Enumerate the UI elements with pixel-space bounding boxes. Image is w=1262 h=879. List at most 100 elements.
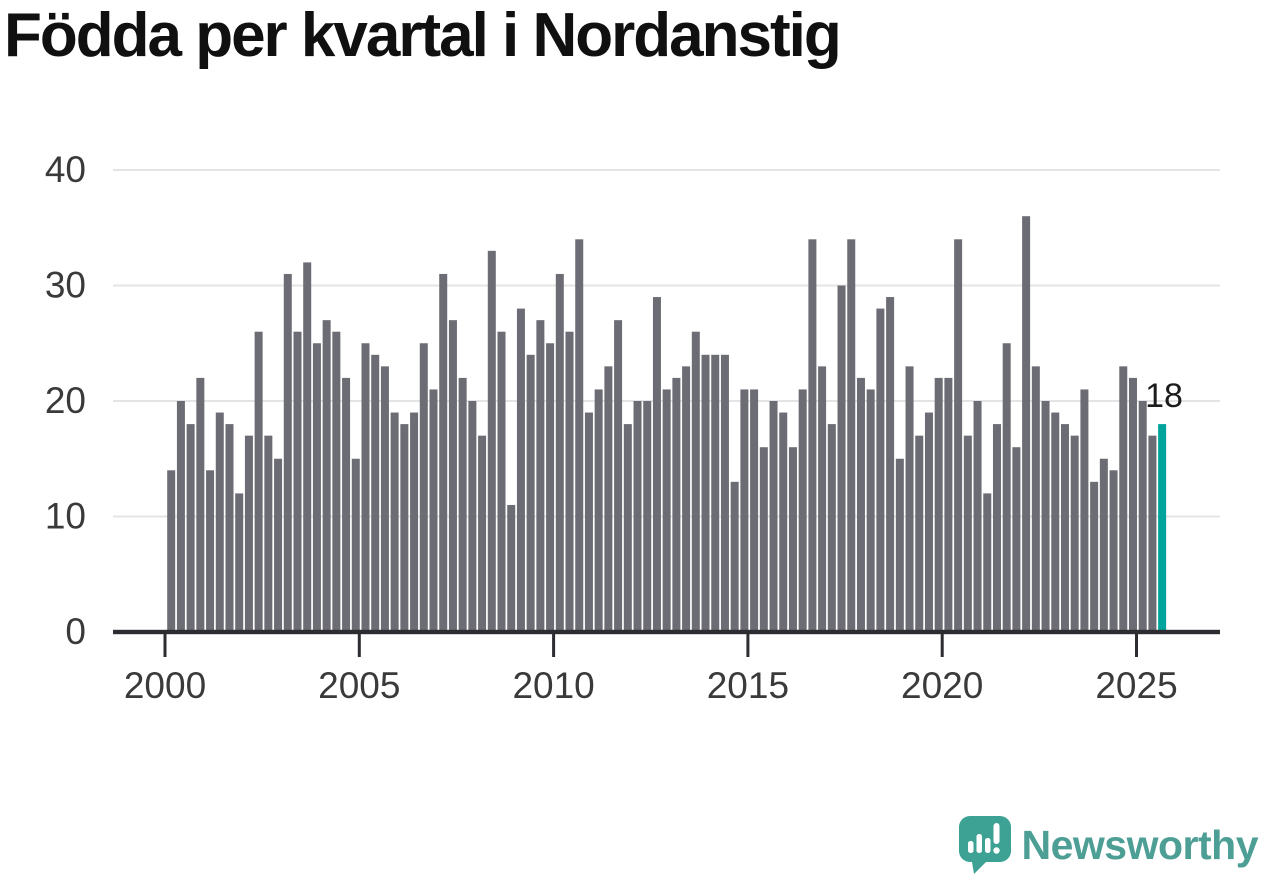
x-axis-label-2025: 2025 (1095, 665, 1177, 706)
bar-2021-q1 (983, 493, 992, 632)
bar-2011-q3 (614, 320, 623, 632)
bar-2003-q1 (283, 273, 292, 632)
bar-2005-q4 (390, 412, 399, 632)
bar-2010-q2 (565, 331, 574, 632)
bar-2017-q3 (847, 239, 856, 633)
brand-name: Newsworthy (1021, 821, 1259, 868)
logo-exclamation-dot (992, 847, 1000, 854)
bar-2014-q2 (720, 354, 729, 632)
logo-bar-2 (976, 834, 982, 853)
bar-2025-q2 (1148, 435, 1157, 632)
bar-2012-q2 (643, 401, 652, 632)
bar-2002-q4 (274, 458, 283, 632)
bar-2009-q2 (526, 354, 535, 632)
bar-2000-q1 (167, 470, 176, 632)
x-axis-label-2005: 2005 (318, 665, 400, 706)
bar-2008-q3 (497, 331, 506, 632)
page-title: Födda per kvartal i Nordanstig (4, 1, 842, 70)
bar-2005-q1 (361, 343, 370, 632)
bar-2015-q4 (779, 412, 788, 632)
last-value-annotation: 18 (1145, 377, 1183, 415)
bar-2004-q1 (322, 320, 331, 632)
bar-2004-q4 (351, 458, 360, 632)
bar-2020-q3 (963, 435, 972, 632)
x-axis-label-2000: 2000 (124, 665, 206, 706)
bar-2006-q4 (429, 389, 438, 632)
bar-2020-q4 (973, 401, 982, 632)
y-axis-label-30: 30 (45, 265, 86, 306)
bar-2016-q1 (788, 447, 797, 632)
bar-2024-q1 (1099, 458, 1108, 632)
bar-2012-q1 (633, 401, 642, 632)
bar-2013-q3 (691, 331, 700, 632)
bar-2003-q3 (303, 262, 312, 632)
bar-2008-q1 (478, 435, 487, 632)
brand-footer: Newsworthy (958, 815, 1259, 875)
bar-2009-q3 (536, 320, 545, 632)
bar-2006-q3 (419, 343, 428, 632)
bar-2002-q1 (244, 435, 253, 632)
bar-2010-q3 (575, 239, 584, 633)
bar-2019-q4 (934, 377, 943, 632)
bar-2018-q4 (895, 458, 904, 632)
bar-2001-q1 (206, 470, 215, 632)
bar-2016-q2 (798, 389, 807, 632)
y-axis-label-0: 0 (65, 611, 86, 652)
bar-2025-q1 (1138, 401, 1147, 632)
bar-2013-q1 (672, 377, 681, 632)
bar-2017-q2 (837, 285, 846, 632)
bar-2024-q3 (1119, 366, 1128, 632)
logo-exclamation-bar (993, 823, 999, 844)
bar-2007-q3 (458, 377, 467, 632)
bar-2004-q3 (342, 377, 351, 632)
bar-2009-q1 (516, 308, 525, 632)
bar-2017-q4 (856, 377, 865, 632)
bar-2007-q1 (439, 273, 448, 632)
bar-2011-q1 (594, 389, 603, 632)
bar-2012-q4 (662, 389, 671, 632)
bar-2023-q1 (1060, 424, 1069, 632)
bar-2022-q3 (1041, 401, 1050, 632)
bar-2001-q4 (235, 493, 244, 632)
bar-2019-q3 (924, 412, 933, 632)
bar-2001-q2 (215, 412, 224, 632)
bar-2009-q4 (546, 343, 555, 632)
bar-2025-q3 (1158, 424, 1167, 632)
y-axis-label-20: 20 (45, 380, 86, 421)
bar-2021-q4 (1012, 447, 1021, 632)
bar-2004-q2 (332, 331, 341, 632)
bar-2015-q2 (759, 447, 768, 632)
bar-chart: 0 10 20 30 40 2000 2005 2010 2015 2020 2025 (45, 149, 1220, 706)
bar-2022-q1 (1022, 216, 1031, 632)
x-axis-label-2015: 2015 (707, 665, 789, 706)
bar-2013-q2 (682, 366, 691, 632)
bar-2020-q1 (944, 377, 953, 632)
bar-2010-q1 (555, 273, 564, 632)
bar-2014-q1 (711, 354, 720, 632)
bar-2000-q4 (196, 377, 205, 632)
bar-2002-q3 (264, 435, 273, 632)
bar-2014-q4 (740, 389, 749, 632)
bar-2000-q3 (186, 424, 195, 632)
bar-2011-q4 (623, 424, 632, 632)
x-axis-line (113, 629, 1220, 635)
x-axis-label-2020: 2020 (901, 665, 983, 706)
bar-2015-q1 (750, 389, 759, 632)
bar-2019-q1 (905, 366, 914, 632)
bar-2010-q4 (584, 412, 593, 632)
newsworthy-logo-icon (958, 816, 1011, 874)
bar-2017-q1 (827, 424, 836, 632)
bar-2015-q3 (769, 401, 778, 632)
bar-2006-q1 (400, 424, 409, 632)
bar-2022-q2 (1031, 366, 1040, 632)
x-axis-label-2010: 2010 (512, 665, 594, 706)
logo-bar-1 (967, 841, 973, 853)
bar-2021-q2 (992, 424, 1001, 632)
bar-2005-q2 (371, 354, 380, 632)
bar-2016-q3 (808, 239, 817, 633)
bar-2001-q3 (225, 424, 234, 632)
bar-2021-q3 (1002, 343, 1011, 632)
y-axis-label-40: 40 (45, 149, 86, 190)
bar-2003-q2 (293, 331, 302, 632)
